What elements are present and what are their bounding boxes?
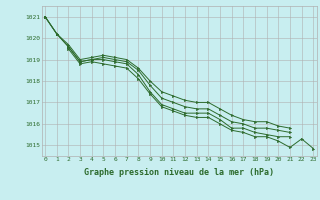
- X-axis label: Graphe pression niveau de la mer (hPa): Graphe pression niveau de la mer (hPa): [84, 168, 274, 177]
